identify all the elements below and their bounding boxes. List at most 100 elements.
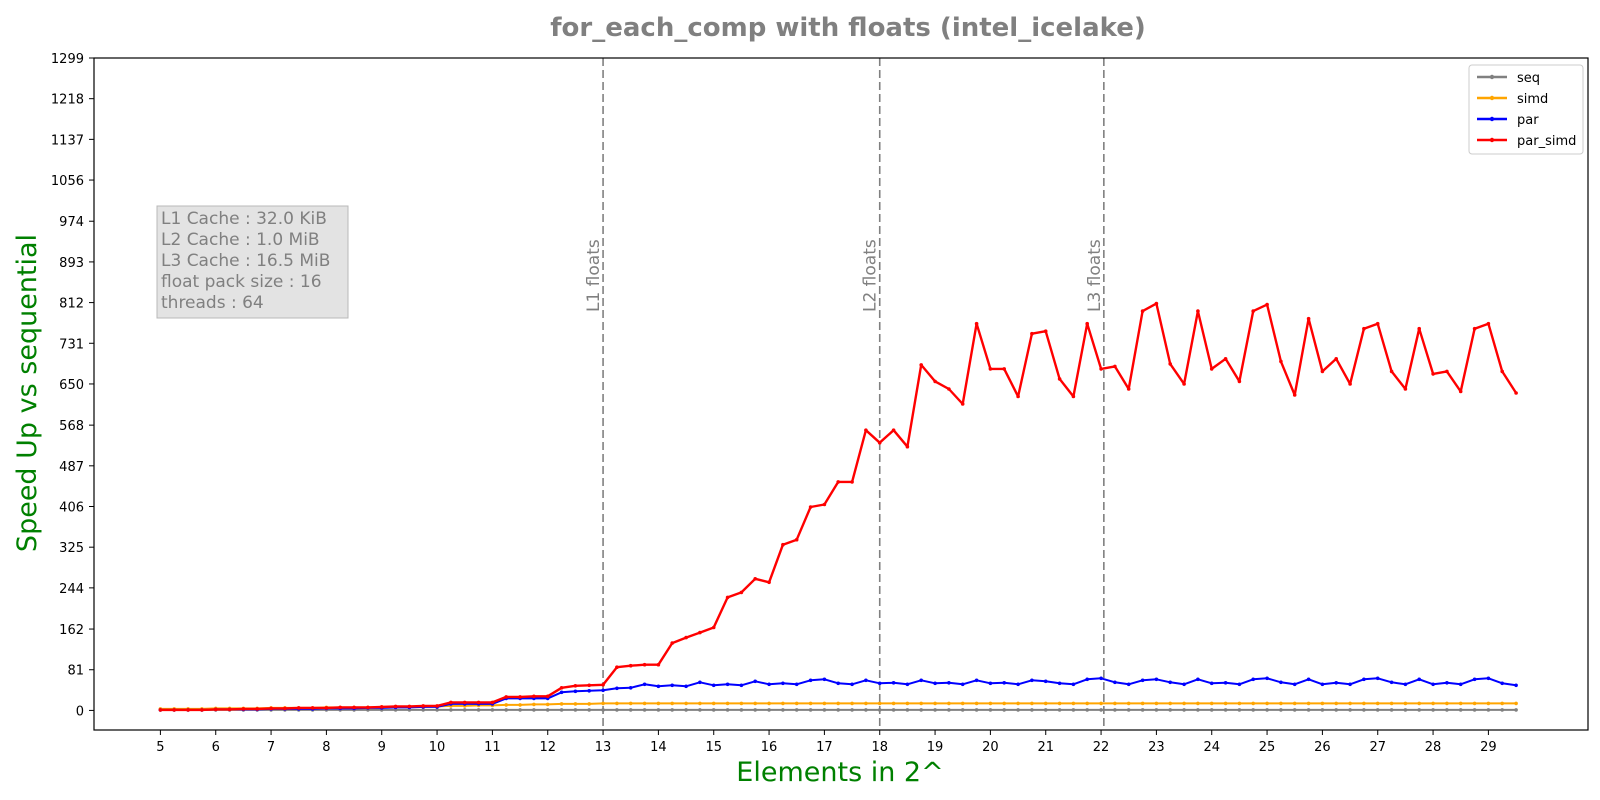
data-point-par	[905, 682, 910, 687]
data-point-seq	[739, 708, 744, 712]
legend-label-par: par	[1517, 113, 1539, 128]
data-point-seq	[767, 708, 771, 712]
data-point-seq	[1362, 708, 1366, 712]
x-tick-label: 7	[267, 740, 275, 755]
data-point-par_simd	[1140, 309, 1145, 313]
data-point-simd	[891, 701, 896, 706]
data-point-par_simd	[808, 505, 813, 509]
data-point-par	[864, 678, 868, 683]
data-point-par	[1472, 677, 1477, 682]
data-point-simd	[1209, 701, 1214, 706]
data-point-par	[698, 680, 702, 685]
data-point-seq	[1223, 708, 1228, 712]
legend-marker-simd	[1489, 95, 1495, 101]
data-point-seq	[1320, 708, 1325, 712]
data-point-simd	[1403, 701, 1408, 706]
x-tick-label: 13	[595, 740, 612, 755]
x-axis-label: Elements in 2^	[736, 757, 943, 788]
data-point-par	[919, 678, 923, 683]
data-point-par	[1057, 681, 1062, 686]
data-point-par	[877, 681, 882, 686]
data-point-par	[988, 681, 993, 686]
data-point-par	[836, 681, 840, 686]
data-point-seq	[1140, 708, 1145, 712]
data-point-simd	[1334, 701, 1338, 706]
data-point-seq	[642, 708, 647, 712]
data-point-par	[1292, 682, 1297, 687]
data-point-seq	[476, 708, 481, 712]
data-point-par_simd	[1362, 326, 1366, 331]
data-point-par	[1431, 682, 1435, 687]
data-point-simd	[545, 702, 550, 707]
data-point-par	[1154, 677, 1159, 682]
data-point-seq	[1417, 708, 1421, 712]
cache-vline-label: L3 floats	[1085, 239, 1105, 312]
data-point-par_simd	[1099, 367, 1103, 371]
x-tick-label: 5	[156, 740, 164, 755]
data-point-par	[684, 684, 688, 689]
data-point-par	[1099, 676, 1103, 681]
y-tick-label: 1056	[51, 174, 84, 189]
data-point-par	[1085, 677, 1089, 682]
data-point-par	[1043, 679, 1048, 684]
legend-label-seq: seq	[1517, 71, 1540, 86]
data-point-seq	[905, 708, 910, 712]
cache-vline-label: L2 floats	[861, 239, 881, 312]
data-point-seq	[1403, 708, 1408, 712]
data-point-par_simd	[656, 662, 661, 667]
data-point-seq	[449, 708, 453, 712]
data-point-seq	[1472, 708, 1477, 712]
axis-ticks: 5 6 7 8 9 10 11 12 13 14 15 16 17 18 19 20 21 22 23 24 25 26 2…	[51, 52, 1497, 755]
data-point-par_simd	[684, 635, 688, 640]
data-point-par	[1071, 682, 1076, 687]
data-point-par_simd	[601, 683, 605, 687]
data-point-simd	[573, 702, 578, 706]
data-point-par_simd	[711, 625, 716, 630]
data-point-simd	[518, 703, 522, 707]
data-point-par_simd	[158, 708, 163, 712]
data-point-par_simd	[1113, 364, 1117, 369]
data-point-seq	[1348, 708, 1352, 712]
data-point-seq	[725, 708, 730, 712]
y-tick-label: 731	[59, 337, 84, 352]
info-box: L1 Cache : 32.0 KiB L2 Cache : 1.0 MiB L…	[156, 205, 349, 319]
data-point-par_simd	[255, 707, 259, 711]
data-point-par	[670, 683, 674, 688]
data-point-simd	[1085, 701, 1089, 706]
data-point-par	[753, 679, 757, 684]
data-point-simd	[1445, 701, 1449, 706]
data-point-par_simd	[559, 686, 564, 690]
data-point-par_simd	[767, 580, 771, 585]
x-tick-label: 10	[429, 740, 446, 755]
data-point-par_simd	[988, 367, 993, 371]
data-point-simd	[1016, 701, 1020, 706]
data-point-par_simd	[891, 428, 896, 433]
data-point-simd	[1030, 701, 1034, 706]
data-point-par_simd	[919, 363, 923, 367]
data-point-seq	[794, 708, 799, 712]
data-point-simd	[670, 701, 674, 706]
data-point-par_simd	[1196, 309, 1200, 313]
data-point-seq	[1099, 708, 1103, 712]
data-point-simd	[794, 701, 799, 706]
data-point-simd	[974, 701, 979, 706]
legend-marker-par_simd	[1489, 137, 1495, 143]
data-point-par	[1417, 677, 1421, 682]
data-point-simd	[850, 701, 854, 706]
data-point-par	[1320, 682, 1325, 687]
data-point-par_simd	[1209, 367, 1214, 371]
data-point-simd	[711, 701, 716, 706]
data-point-par_simd	[1057, 377, 1062, 381]
data-point-seq	[1126, 708, 1131, 712]
data-point-par_simd	[269, 706, 273, 711]
data-point-par	[1375, 676, 1380, 681]
data-point-simd	[864, 701, 868, 706]
data-point-par_simd	[1043, 329, 1048, 334]
data-point-par	[739, 683, 744, 688]
data-point-par	[642, 682, 647, 687]
data-point-par_simd	[1182, 382, 1186, 386]
data-point-seq	[628, 708, 633, 712]
x-tick-label: 15	[705, 740, 722, 755]
y-tick-label: 1137	[51, 133, 84, 148]
